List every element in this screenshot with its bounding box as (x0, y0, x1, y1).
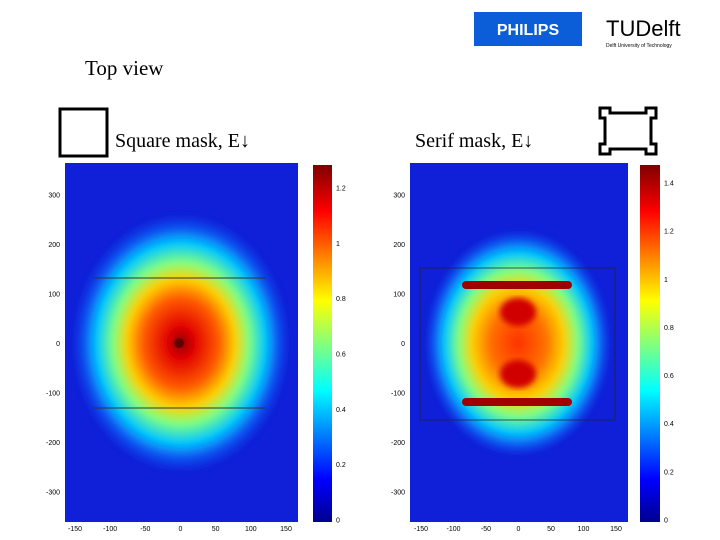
y-tick-label: 100 (48, 292, 60, 299)
x-tick-label: -150 (68, 526, 82, 533)
colorbar-tick-label: 0.2 (336, 462, 346, 469)
mask-outline (419, 267, 616, 421)
colorbar-tick-label: 0.6 (336, 352, 346, 359)
y-tick-label: -200 (46, 440, 60, 447)
colorbar (313, 165, 332, 522)
x-tick-label: 0 (179, 526, 183, 533)
square-mask-icon (58, 107, 109, 158)
colorbar-tick-label: 1 (336, 241, 340, 248)
y-tick-label: 100 (393, 292, 405, 299)
x-tick-label: 50 (212, 526, 220, 533)
colorbar-tick-label: 0 (336, 518, 340, 525)
x-tick-label: 150 (610, 526, 622, 533)
x-tick-label: 0 (517, 526, 521, 533)
y-tick-label: -100 (46, 391, 60, 398)
x-tick-label: -50 (481, 526, 491, 533)
x-tick-label: 150 (280, 526, 292, 533)
panel-label: Square mask, E↓ (115, 130, 250, 152)
y-tick-label: 200 (48, 242, 60, 249)
x-tick-label: -100 (103, 526, 117, 533)
edge-hotspot (462, 398, 572, 406)
y-tick-label: 0 (56, 341, 60, 348)
colorbar-tick-label: 1.2 (336, 186, 346, 193)
philips-text: PHILIPS (497, 22, 560, 39)
colorbar-tick-label: 1.2 (664, 229, 674, 236)
y-tick-label: -200 (391, 440, 405, 447)
y-tick-label: 300 (48, 193, 60, 200)
y-tick-label: -300 (391, 490, 405, 497)
colorbar-tick-label: 0.4 (664, 421, 674, 428)
heatmap-peak (500, 360, 536, 388)
tudelft-text: TUDelft (606, 16, 681, 41)
y-tick-label: -100 (391, 391, 405, 398)
colorbar-tick-label: 0.8 (336, 296, 346, 303)
x-tick-label: -150 (414, 526, 428, 533)
x-tick-label: 100 (578, 526, 590, 533)
x-tick-label: -50 (140, 526, 150, 533)
y-tick-label: 200 (393, 242, 405, 249)
colorbar-tick-label: 0.4 (336, 407, 346, 414)
edge-hotspot (462, 281, 572, 289)
colorbar-tick-label: 0.6 (664, 373, 674, 380)
heatmap-field (426, 231, 610, 455)
x-tick-label: -100 (446, 526, 460, 533)
heatmap-peak (500, 298, 536, 326)
tudelft-sub: Delft University of Technology (606, 43, 672, 49)
x-tick-label: 50 (547, 526, 555, 533)
y-tick-label: 300 (393, 193, 405, 200)
colorbar-tick-label: 0 (664, 518, 668, 525)
panel-label: Serif mask, E↓ (415, 130, 533, 152)
colorbar-tick-label: 0.8 (664, 325, 674, 332)
colorbar-tick-label: 1.4 (664, 181, 674, 188)
serif-mask-icon (598, 106, 658, 156)
x-tick-label: 100 (245, 526, 257, 533)
heatmap-peak (174, 338, 184, 348)
y-tick-label: 0 (401, 341, 405, 348)
philips-logo (474, 12, 582, 46)
colorbar-tick-label: 0.2 (664, 469, 674, 476)
y-tick-label: -300 (46, 490, 60, 497)
slide-title: Top view (85, 56, 164, 80)
colorbar (640, 165, 660, 522)
colorbar-tick-label: 1 (664, 277, 668, 284)
